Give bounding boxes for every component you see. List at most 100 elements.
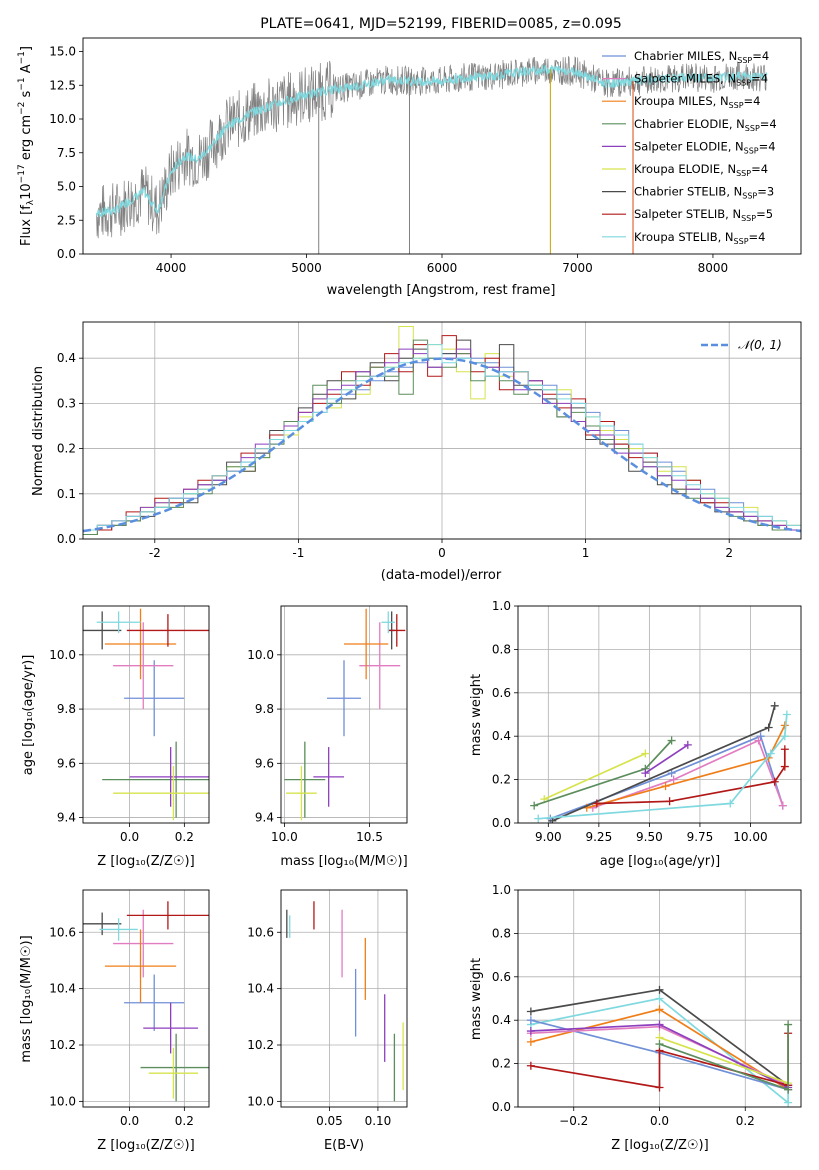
y-tick-label: 10.0: [247, 648, 274, 662]
x-tick-label: 0.2: [175, 830, 194, 844]
legend-entry: 𝒩(0, 1): [738, 338, 782, 352]
y-tick-label: 0.0: [492, 1100, 511, 1114]
age-vs-mass-panel: 10.0 10.5 9.4 9.6 9.8 10.0 mass [log₁₀(M/M☉)]: [247, 605, 408, 869]
clipped-marks: [286, 901, 404, 1102]
residual-panel: -2 -1 0 1 2 0.0 0.1 0.2 0.3 0.4 (data-model)/erro…: [31, 321, 802, 583]
x-tick-label: -1: [292, 546, 304, 560]
x-tick-label: 4000: [156, 261, 187, 275]
y-tick-label: 10.2: [49, 1038, 76, 1052]
x-tick-label: 9.00: [535, 830, 562, 844]
mass-vs-ebv-plot-area: 0.05 0.10 10.0 10.2 10.4 10.6: [247, 889, 408, 1128]
spectrum-title: PLATE=0641, MJD=52199, FIBERID=0085, z=0…: [260, 16, 622, 32]
model-spectrum-line: [96, 64, 768, 218]
y-tick-label: 10.6: [247, 925, 274, 939]
y-tick-label: 10.0: [49, 112, 76, 126]
weight-marker: [778, 801, 787, 810]
clipped-marks: [96, 56, 768, 254]
weight-vs-z-plot-area: −0.2 0.0 0.2 0.0 0.2 0.4 0.6 0.8 1.0: [492, 883, 802, 1128]
axes-frame: [517, 889, 802, 1108]
x-tick-label: 1: [582, 546, 590, 560]
y-tick-label: 10.4: [49, 982, 76, 996]
observed-spectrum-line: [96, 56, 768, 239]
x-tick-label: −0.2: [559, 1114, 588, 1128]
x-tick-label: 0.0: [650, 1114, 669, 1128]
legend-entry: Chabrier ELODIE, NSSP=4: [634, 117, 777, 133]
x-tick-label: 8000: [698, 261, 729, 275]
weight-marker: [756, 732, 765, 741]
weight-vs-z-ylabel: mass weight: [469, 958, 484, 1040]
y-tick-label: 0.6: [492, 686, 511, 700]
x-tick-label: 10.0: [271, 830, 298, 844]
x-tick-label: 0.2: [736, 1114, 755, 1128]
weight-marker: [592, 799, 601, 808]
weight-marker: [665, 797, 674, 806]
weight-line: [530, 997, 789, 1105]
y-tick-label: 5.0: [57, 180, 76, 194]
x-tick-label: 2: [725, 546, 733, 560]
y-tick-label: 10.2: [247, 1038, 274, 1052]
axes-frame: [82, 321, 802, 540]
x-tick-label: 7000: [562, 261, 593, 275]
y-tick-label: 15.0: [49, 45, 76, 59]
age-vs-mass-plot-area: 10.0 10.5 9.4 9.6 9.8 10.0: [247, 605, 408, 844]
weight-marker: [754, 736, 763, 745]
y-tick-label: 9.6: [57, 756, 76, 770]
mass-vs-z-panel: 0.0 0.2 10.0 10.2 10.4 10.6 Z [log₁₀(Z/Z☉)] m…: [19, 889, 210, 1153]
age-vs-z-panel: 0.0 0.2 9.4 9.6 9.8 10.0 Z [log₁₀(Z/Z☉)] age …: [21, 605, 210, 869]
weight-marker: [641, 769, 650, 778]
y-tick-label: 2.5: [57, 213, 76, 227]
spectrum-plot-area: 4000 5000 6000 7000 8000 0.0 2.5 5.0 7.5 10.0 12.5…: [49, 37, 802, 275]
weight-marker: [655, 985, 664, 994]
mass-vs-z-plot-area: 0.0 0.2 10.0 10.2 10.4 10.6: [49, 889, 210, 1128]
weight-marker: [526, 1007, 535, 1016]
residual-ylabel: Normed distribution: [31, 366, 46, 496]
y-tick-label: 1.0: [492, 599, 511, 613]
spectrum-legend: Chabrier MILES, NSSP=4 Salpeter MILES, NS…: [602, 49, 777, 246]
y-tick-label: 0.1: [57, 487, 76, 501]
weight-line: [586, 725, 786, 809]
spectrum-ylabel: Flux [fλ10−17 erg cm−2 s−1 A−1]: [17, 46, 36, 246]
weight-marker: [770, 777, 779, 786]
axes-frame: [280, 605, 408, 824]
y-tick-label: 0.0: [492, 816, 511, 830]
weight-marker: [526, 1037, 535, 1046]
weight-marker: [655, 1083, 664, 1092]
weight-marker: [669, 775, 678, 784]
y-tick-label: 9.8: [57, 702, 76, 716]
weight-marker: [526, 1027, 535, 1036]
x-tick-label: 9.50: [636, 830, 663, 844]
axes-frame: [517, 605, 802, 824]
spectrum-panel: PLATE=0641, MJD=52199, FIBERID=0085, z=0…: [17, 16, 802, 298]
clipped-marks: [83, 901, 209, 1102]
histogram-step-line: [83, 348, 801, 531]
weight-line: [592, 739, 784, 809]
mass-vs-ebv-xlabel: E(B-V): [324, 1138, 364, 1153]
clipped-marks: [83, 608, 209, 821]
weight-marker: [667, 769, 676, 778]
weight-line: [552, 705, 776, 822]
y-tick-label: 0.8: [492, 642, 511, 656]
legend-entry: Salpeter STELIB, NSSP=5: [634, 207, 773, 223]
weight-line: [543, 752, 646, 800]
residual-plot-area: -2 -1 0 1 2 0.0 0.1 0.2 0.3 0.4: [57, 321, 802, 560]
y-tick-label: 0.3: [57, 396, 76, 410]
y-tick-label: 7.5: [57, 146, 76, 160]
clipped-marks: [530, 701, 791, 823]
weight-marker: [661, 782, 670, 791]
y-tick-label: 0.4: [57, 351, 76, 365]
weight-marker: [655, 994, 664, 1003]
weight-marker: [655, 1005, 664, 1014]
weight-marker: [683, 740, 692, 749]
x-tick-label: -2: [149, 546, 161, 560]
x-tick-label: 0.05: [316, 1114, 343, 1128]
weight-line: [659, 1036, 789, 1084]
weight-marker: [784, 1085, 793, 1094]
mass-vs-ebv-panel: 0.05 0.10 10.0 10.2 10.4 10.6 E(B-V): [247, 889, 408, 1153]
histogram-step-line: [83, 344, 801, 531]
y-tick-label: 9.6: [255, 756, 274, 770]
legend-entry: Salpeter ELODIE, NSSP=4: [634, 139, 776, 155]
x-tick-label: 10.00: [733, 830, 767, 844]
x-tick-label: 5000: [291, 261, 322, 275]
y-tick-label: 0.0: [57, 247, 76, 261]
